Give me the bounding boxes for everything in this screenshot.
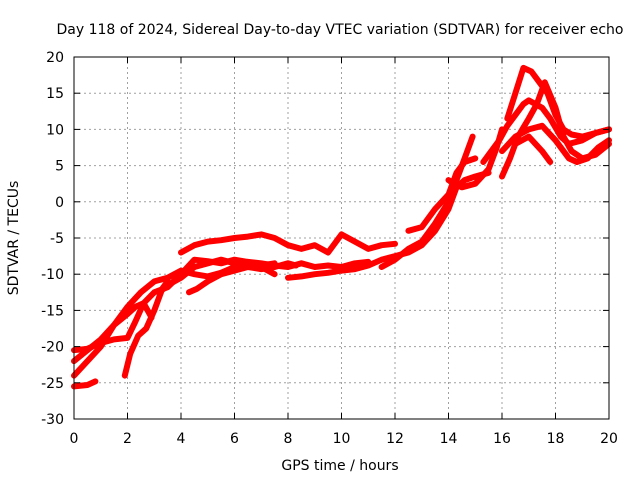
- x-tick-label: 20: [600, 431, 618, 447]
- y-axis-label: SDTVAR / TECUs: [6, 181, 22, 296]
- y-tick-label: 20: [46, 50, 64, 66]
- y-tick-label: -10: [41, 267, 64, 283]
- x-tick-label: 6: [230, 431, 239, 447]
- x-tick-label: 14: [440, 431, 458, 447]
- x-tick-label: 18: [547, 431, 565, 447]
- y-tick-label: 15: [46, 86, 64, 102]
- y-tick-label: 10: [46, 122, 64, 138]
- y-tick-label: -30: [41, 412, 64, 428]
- x-tick-label: 8: [284, 431, 293, 447]
- series-track-k: [405, 155, 479, 234]
- series-layer: [71, 64, 612, 390]
- series-track-c: [71, 300, 155, 379]
- x-tick-label: 12: [386, 431, 404, 447]
- y-tick-label: -25: [41, 376, 64, 392]
- x-tick-label: 10: [333, 431, 351, 447]
- y-tick-label: 5: [55, 159, 64, 175]
- x-tick-label: 4: [177, 431, 186, 447]
- y-tick-label: -20: [41, 340, 64, 356]
- series-track-d: [71, 378, 99, 390]
- y-tick-label: -15: [41, 303, 64, 319]
- y-tick-label: -5: [50, 231, 64, 247]
- x-tick-label: 16: [493, 431, 511, 447]
- x-axis-label: GPS time / hours: [281, 458, 398, 474]
- ticks: [73, 56, 610, 420]
- series-track-h: [186, 260, 299, 296]
- tick-labels: 0 2 4 6 8 10 12 14 16 18 20 -30 -25 -20 -15 -10 -5 0 5 10 15…: [41, 50, 618, 447]
- x-tick-label: 0: [70, 431, 79, 447]
- x-tick-label: 2: [123, 431, 132, 447]
- series-track-q: [512, 133, 554, 165]
- chart-title: Day 118 of 2024, Sidereal Day-to-day VTE…: [57, 22, 624, 38]
- y-tick-label: 0: [55, 195, 64, 211]
- series-track-f: [178, 231, 398, 256]
- series-track-g: [156, 256, 278, 296]
- series-track-p: [499, 122, 612, 165]
